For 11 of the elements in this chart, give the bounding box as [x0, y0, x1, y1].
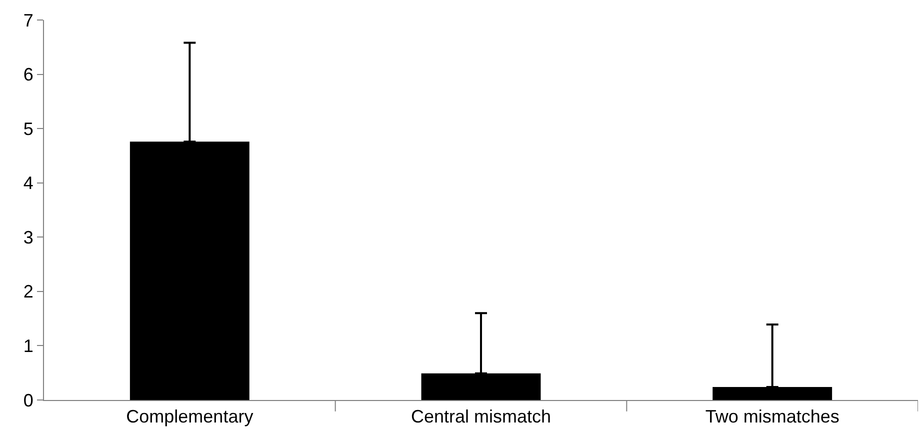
x-tick-label: Complementary: [126, 406, 254, 427]
y-tick-label: 1: [23, 336, 34, 356]
y-tick-label: 6: [23, 64, 34, 85]
y-tick-label: 5: [23, 118, 34, 139]
y-tick-label: 7: [23, 10, 34, 30]
y-tick-label: 4: [23, 173, 34, 194]
x-tick-label: Two mismatches: [705, 406, 840, 427]
x-tick-label: Central mismatch: [410, 406, 552, 427]
y-tick-label: 2: [23, 282, 34, 302]
y-tick-label: 0: [23, 390, 34, 410]
y-tick-label: 3: [23, 227, 34, 248]
